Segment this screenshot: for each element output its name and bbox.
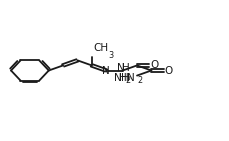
Text: 3: 3 <box>107 50 112 60</box>
Text: O: O <box>150 60 158 70</box>
Text: H: H <box>122 63 130 73</box>
Text: N: N <box>126 73 134 83</box>
Text: H: H <box>121 73 128 83</box>
Text: O: O <box>164 66 172 75</box>
Text: CH: CH <box>93 43 108 53</box>
Text: 2: 2 <box>125 76 130 85</box>
Text: N: N <box>102 66 109 75</box>
Text: 2: 2 <box>136 76 142 85</box>
Text: H: H <box>119 73 127 83</box>
Text: N: N <box>113 73 121 83</box>
Text: N: N <box>117 63 124 73</box>
